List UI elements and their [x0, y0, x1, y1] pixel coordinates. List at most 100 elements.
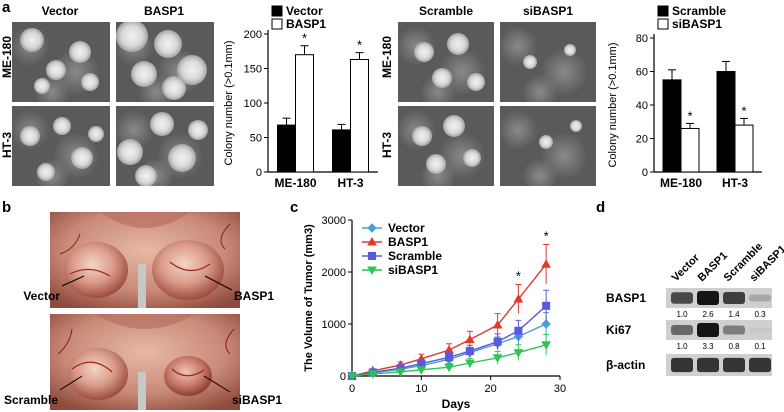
colony — [539, 135, 553, 149]
data-point-sibasp1 — [465, 359, 475, 369]
x-tick-label: 10 — [415, 383, 427, 395]
panel-label-d: d — [596, 199, 606, 216]
blot-band — [723, 292, 745, 304]
y-tick-label: 50 — [250, 133, 262, 145]
colony — [467, 73, 485, 91]
significance-mark: * — [687, 108, 692, 123]
colony — [20, 28, 44, 52]
data-point-basp1 — [513, 294, 524, 303]
data-point-scramble — [514, 326, 523, 335]
significance-mark: * — [741, 103, 746, 118]
legend-swatch-scramble — [657, 5, 669, 17]
y-tick-label: 60 — [636, 67, 648, 79]
colony — [81, 73, 99, 91]
data-point-sibasp1 — [416, 366, 427, 375]
row-label-me180-right: ME-180 — [380, 35, 394, 79]
label-scramble-mouse: Scramble — [4, 393, 58, 407]
colony — [116, 22, 148, 52]
series-sibasp1 — [347, 333, 551, 382]
data-point-scramble — [542, 301, 551, 310]
legend-marker-vector — [367, 223, 377, 233]
blot-band — [749, 327, 771, 333]
bar-sibasp1-me-180 — [680, 127, 700, 173]
x-category-label: HT-3 — [337, 176, 363, 190]
legend-swatch-vector — [271, 5, 283, 17]
data-point-scramble — [445, 353, 454, 362]
significance-mark: * — [516, 268, 521, 283]
x-tick-label: 20 — [485, 383, 497, 395]
blot-band — [671, 325, 693, 335]
data-point-basp1 — [465, 334, 475, 344]
legend-swatch-sibasp1 — [657, 18, 669, 30]
label-sibasp1-mouse: siBASP1 — [232, 393, 282, 407]
lane-label-vector: Vector — [670, 251, 703, 284]
blot-band — [723, 357, 745, 373]
col-title-scramble: Scramble — [418, 4, 474, 18]
colony — [414, 42, 434, 62]
legend-label-scramble: Scramble — [672, 4, 726, 18]
y-tick-label: 3000 — [322, 215, 346, 227]
photo-top — [50, 212, 240, 308]
colony — [443, 115, 465, 137]
bar-sibasp1-ht-3 — [734, 124, 754, 173]
data-point-basp1 — [492, 320, 503, 329]
blot-label-ki67: Ki67 — [606, 323, 632, 337]
data-point-scramble — [417, 359, 426, 368]
colony — [69, 41, 91, 63]
x-tick-label: 0 — [349, 383, 355, 395]
x-category-label: ME-180 — [274, 176, 316, 190]
y-tick-label: 2000 — [322, 267, 346, 279]
data-point-basp1 — [541, 259, 551, 268]
data-point-scramble — [493, 337, 502, 346]
colony — [71, 147, 93, 169]
legend-item-vector: Vector — [362, 221, 425, 235]
micrograph-scramble-me180 — [398, 22, 494, 102]
data-point-basp1 — [444, 344, 454, 354]
y-axis-label: Colony number (>0.1mm) — [607, 42, 619, 167]
colony — [154, 30, 182, 58]
colony — [426, 154, 446, 174]
colony — [150, 112, 174, 136]
panel-label-b: b — [2, 199, 12, 216]
blot-band — [723, 325, 745, 335]
colony — [46, 60, 66, 80]
bar-basp1-me-180 — [295, 54, 314, 173]
bar-scramble-me-180 — [662, 79, 682, 173]
colony — [570, 120, 582, 132]
legend-item-sibasp1: siBASP1 — [362, 263, 438, 277]
col-title-sibasp1: siBASP1 — [522, 4, 574, 18]
legend-label-scramble: Scramble — [388, 249, 442, 263]
colony — [88, 126, 104, 142]
colony — [37, 163, 55, 181]
micrograph-basp1-ht3 — [116, 106, 214, 186]
background-blur — [522, 74, 558, 102]
band-quantification: 0.8 — [728, 342, 740, 351]
colony — [53, 117, 71, 135]
colony — [135, 165, 157, 186]
colony — [564, 44, 576, 56]
y-tick-label: 200 — [244, 29, 262, 41]
blot-band — [671, 357, 693, 373]
micrograph-sibasp1-ht3 — [500, 106, 596, 186]
label-basp1-mouse: BASP1 — [234, 289, 274, 303]
blot-band — [697, 357, 719, 373]
colony — [447, 33, 469, 55]
blot-band — [749, 357, 771, 373]
photo-bottom — [50, 314, 240, 410]
y-tick-label: 0 — [642, 167, 648, 179]
legend-label-sibasp1: siBASP1 — [388, 263, 438, 277]
legend-label-vector: Vector — [286, 4, 323, 18]
tumor-scramble — [68, 348, 128, 400]
x-category-label: ME-180 — [660, 176, 702, 190]
x-category-label: HT-3 — [722, 176, 748, 190]
blot-label-beta-actin: β-actin — [606, 358, 645, 372]
bar-vector-me-180 — [277, 124, 296, 173]
bar-vector-ht-3 — [332, 129, 351, 173]
colony — [20, 126, 40, 146]
data-point-sibasp1 — [367, 370, 378, 379]
bar-scramble-ht-3 — [716, 71, 736, 173]
y-tick-label: 150 — [244, 64, 262, 76]
